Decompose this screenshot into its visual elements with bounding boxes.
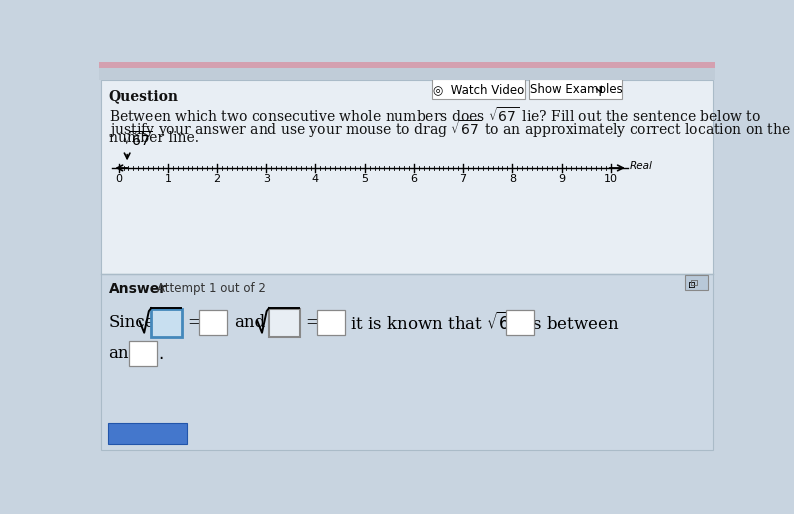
FancyBboxPatch shape: [101, 274, 713, 450]
Text: ◎  Watch Video: ◎ Watch Video: [433, 83, 524, 96]
FancyBboxPatch shape: [101, 80, 713, 274]
Text: .: .: [158, 344, 164, 362]
FancyBboxPatch shape: [530, 79, 622, 99]
Text: Show Examples: Show Examples: [530, 83, 622, 96]
Text: =: =: [306, 314, 319, 331]
FancyBboxPatch shape: [108, 423, 187, 445]
Text: 6: 6: [410, 174, 418, 184]
FancyBboxPatch shape: [151, 309, 182, 337]
Text: 2: 2: [214, 174, 221, 184]
Text: and: and: [234, 314, 265, 331]
Text: number line.: number line.: [109, 131, 198, 145]
Text: Real: Real: [630, 161, 652, 171]
FancyBboxPatch shape: [269, 309, 300, 337]
Text: 1: 1: [164, 174, 172, 184]
Text: Between which two consecutive whole numbers does $\sqrt{67}$ lie? Fill out the s: Between which two consecutive whole numb…: [109, 106, 761, 125]
Text: 5: 5: [361, 174, 368, 184]
Text: 4: 4: [312, 174, 319, 184]
FancyBboxPatch shape: [432, 79, 525, 99]
Text: Question: Question: [109, 89, 179, 103]
Text: 8: 8: [509, 174, 516, 184]
Text: =: =: [187, 314, 202, 331]
FancyBboxPatch shape: [99, 62, 715, 68]
Text: justify your answer and use your mouse to drag $\sqrt{67}$ to an approximately c: justify your answer and use your mouse t…: [109, 119, 791, 140]
FancyBboxPatch shape: [317, 310, 345, 335]
FancyBboxPatch shape: [99, 68, 715, 80]
Text: Attempt 1 out of 2: Attempt 1 out of 2: [156, 282, 265, 295]
FancyBboxPatch shape: [129, 341, 157, 366]
Text: and: and: [109, 345, 140, 362]
Text: 9: 9: [558, 174, 565, 184]
Text: Since: Since: [109, 314, 155, 331]
Text: 7: 7: [460, 174, 467, 184]
FancyBboxPatch shape: [199, 310, 227, 335]
Text: 10: 10: [603, 174, 618, 184]
FancyBboxPatch shape: [506, 310, 534, 335]
Text: Answer: Answer: [109, 282, 167, 296]
FancyBboxPatch shape: [685, 275, 708, 290]
Text: $\sqrt{67}$: $\sqrt{67}$: [122, 131, 153, 150]
Text: 3: 3: [263, 174, 270, 184]
Text: it is known that $\sqrt{67}$ is between: it is known that $\sqrt{67}$ is between: [350, 311, 619, 334]
Text: 0: 0: [115, 174, 122, 184]
